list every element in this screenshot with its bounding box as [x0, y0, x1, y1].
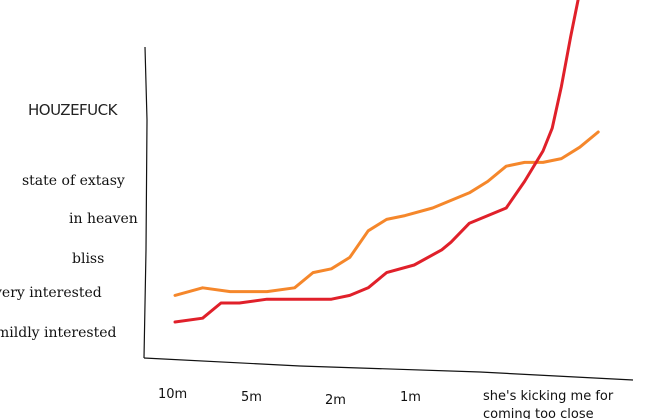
series-line-orange: [173, 130, 600, 297]
x-label-1m: 1m: [400, 390, 421, 405]
series-line-red: [173, 0, 580, 324]
y-label-bliss: bliss: [72, 251, 104, 267]
x-label-kicking-text: she's kicking me for: [483, 389, 614, 404]
y-label-very-interested: very interested: [0, 285, 102, 301]
y-label-mildly-interested: mildly interested: [0, 325, 117, 341]
x-axis: [143, 357, 634, 381]
y-label-state-of-extasy: state of extasy: [22, 173, 125, 189]
x-label-2m: 2m: [325, 393, 346, 408]
x-label-kicking: she's kicking me for coming too close: [483, 389, 617, 419]
y-label-houzefuck: HOUZEFUCK: [28, 101, 119, 119]
y-axis: [143, 46, 148, 359]
x-label-10m: 10m: [158, 387, 187, 402]
y-label-in-heaven: in heaven: [69, 211, 138, 227]
x-label-5m: 5m: [241, 390, 262, 405]
x-label-kicking-text-cont: coming too close: [483, 407, 594, 419]
